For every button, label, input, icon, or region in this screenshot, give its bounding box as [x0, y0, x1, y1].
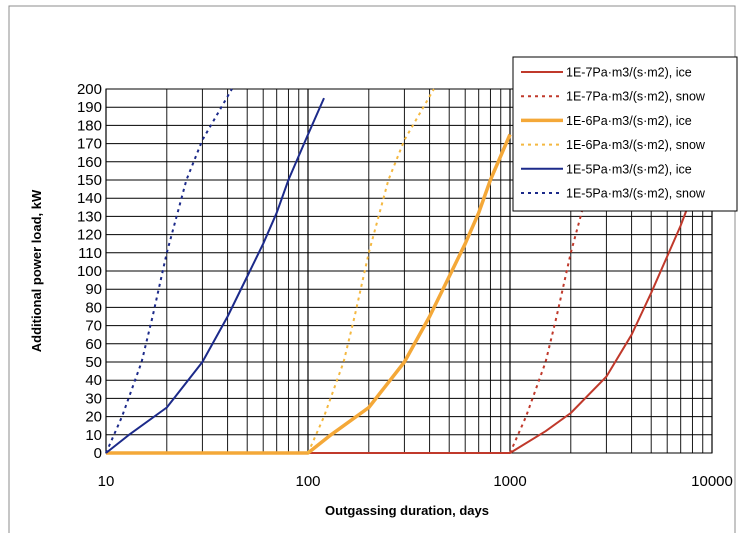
y-tick-label: 120 [77, 227, 102, 244]
y-tick-label: 60 [85, 336, 102, 353]
y-tick-label: 180 [77, 117, 102, 134]
y-tick-label: 90 [85, 281, 102, 298]
legend-label: 1E-5Pa·m3/(s·m2), snow [566, 187, 706, 201]
y-tick-label: 170 [77, 136, 102, 153]
y-tick-label: 70 [85, 318, 102, 335]
legend-label: 1E-6Pa·m3/(s·m2), ice [566, 114, 692, 128]
y-tick-label: 40 [85, 372, 102, 389]
series-line-1 [106, 194, 694, 454]
legend: 1E-7Pa·m3/(s·m2), ice 1E-7Pa·m3/(s·m2), s… [512, 56, 738, 212]
series-line-2 [509, 88, 621, 454]
y-tick-label: 150 [77, 172, 102, 189]
x-tick-label: 10 [98, 473, 115, 490]
series-line-6 [105, 88, 233, 454]
series-line-4 [307, 88, 435, 454]
series-line-5 [105, 97, 325, 454]
y-tick-label: 160 [77, 154, 102, 171]
series-lines [105, 88, 694, 455]
y-tick-label: 110 [78, 245, 102, 262]
y-tick-label: 0 [94, 445, 102, 462]
y-tick-label: 200 [77, 81, 102, 98]
y-tick-label: 20 [85, 409, 102, 426]
x-tick-label: 1000 [493, 473, 526, 490]
x-tick-label: 100 [295, 473, 320, 490]
y-tick-label: 10 [85, 427, 102, 444]
legend-box [512, 56, 738, 212]
y-tick-label: 80 [85, 299, 102, 316]
x-axis-title: Outgassing duration, days [325, 503, 489, 518]
y-tick-label: 30 [85, 390, 102, 407]
y-tick-label: 100 [77, 263, 102, 280]
axes: 0102030405060708090100110120130140150160… [77, 81, 733, 490]
legend-label: 1E-7Pa·m3/(s·m2), ice [566, 66, 692, 80]
series-line-3 [106, 133, 512, 455]
y-tick-label: 50 [85, 354, 102, 371]
y-tick-label: 140 [77, 190, 102, 207]
y-tick-label: 130 [77, 208, 102, 225]
legend-label: 1E-5Pa·m3/(s·m2), ice [566, 162, 692, 176]
legend-label: 1E-6Pa·m3/(s·m2), snow [566, 138, 706, 152]
legend-label: 1E-7Pa·m3/(s·m2), snow [566, 90, 706, 104]
y-tick-label: 190 [77, 99, 102, 116]
y-axis-title: Additional power load, kW [29, 189, 44, 352]
x-tick-label: 10000 [691, 473, 733, 490]
